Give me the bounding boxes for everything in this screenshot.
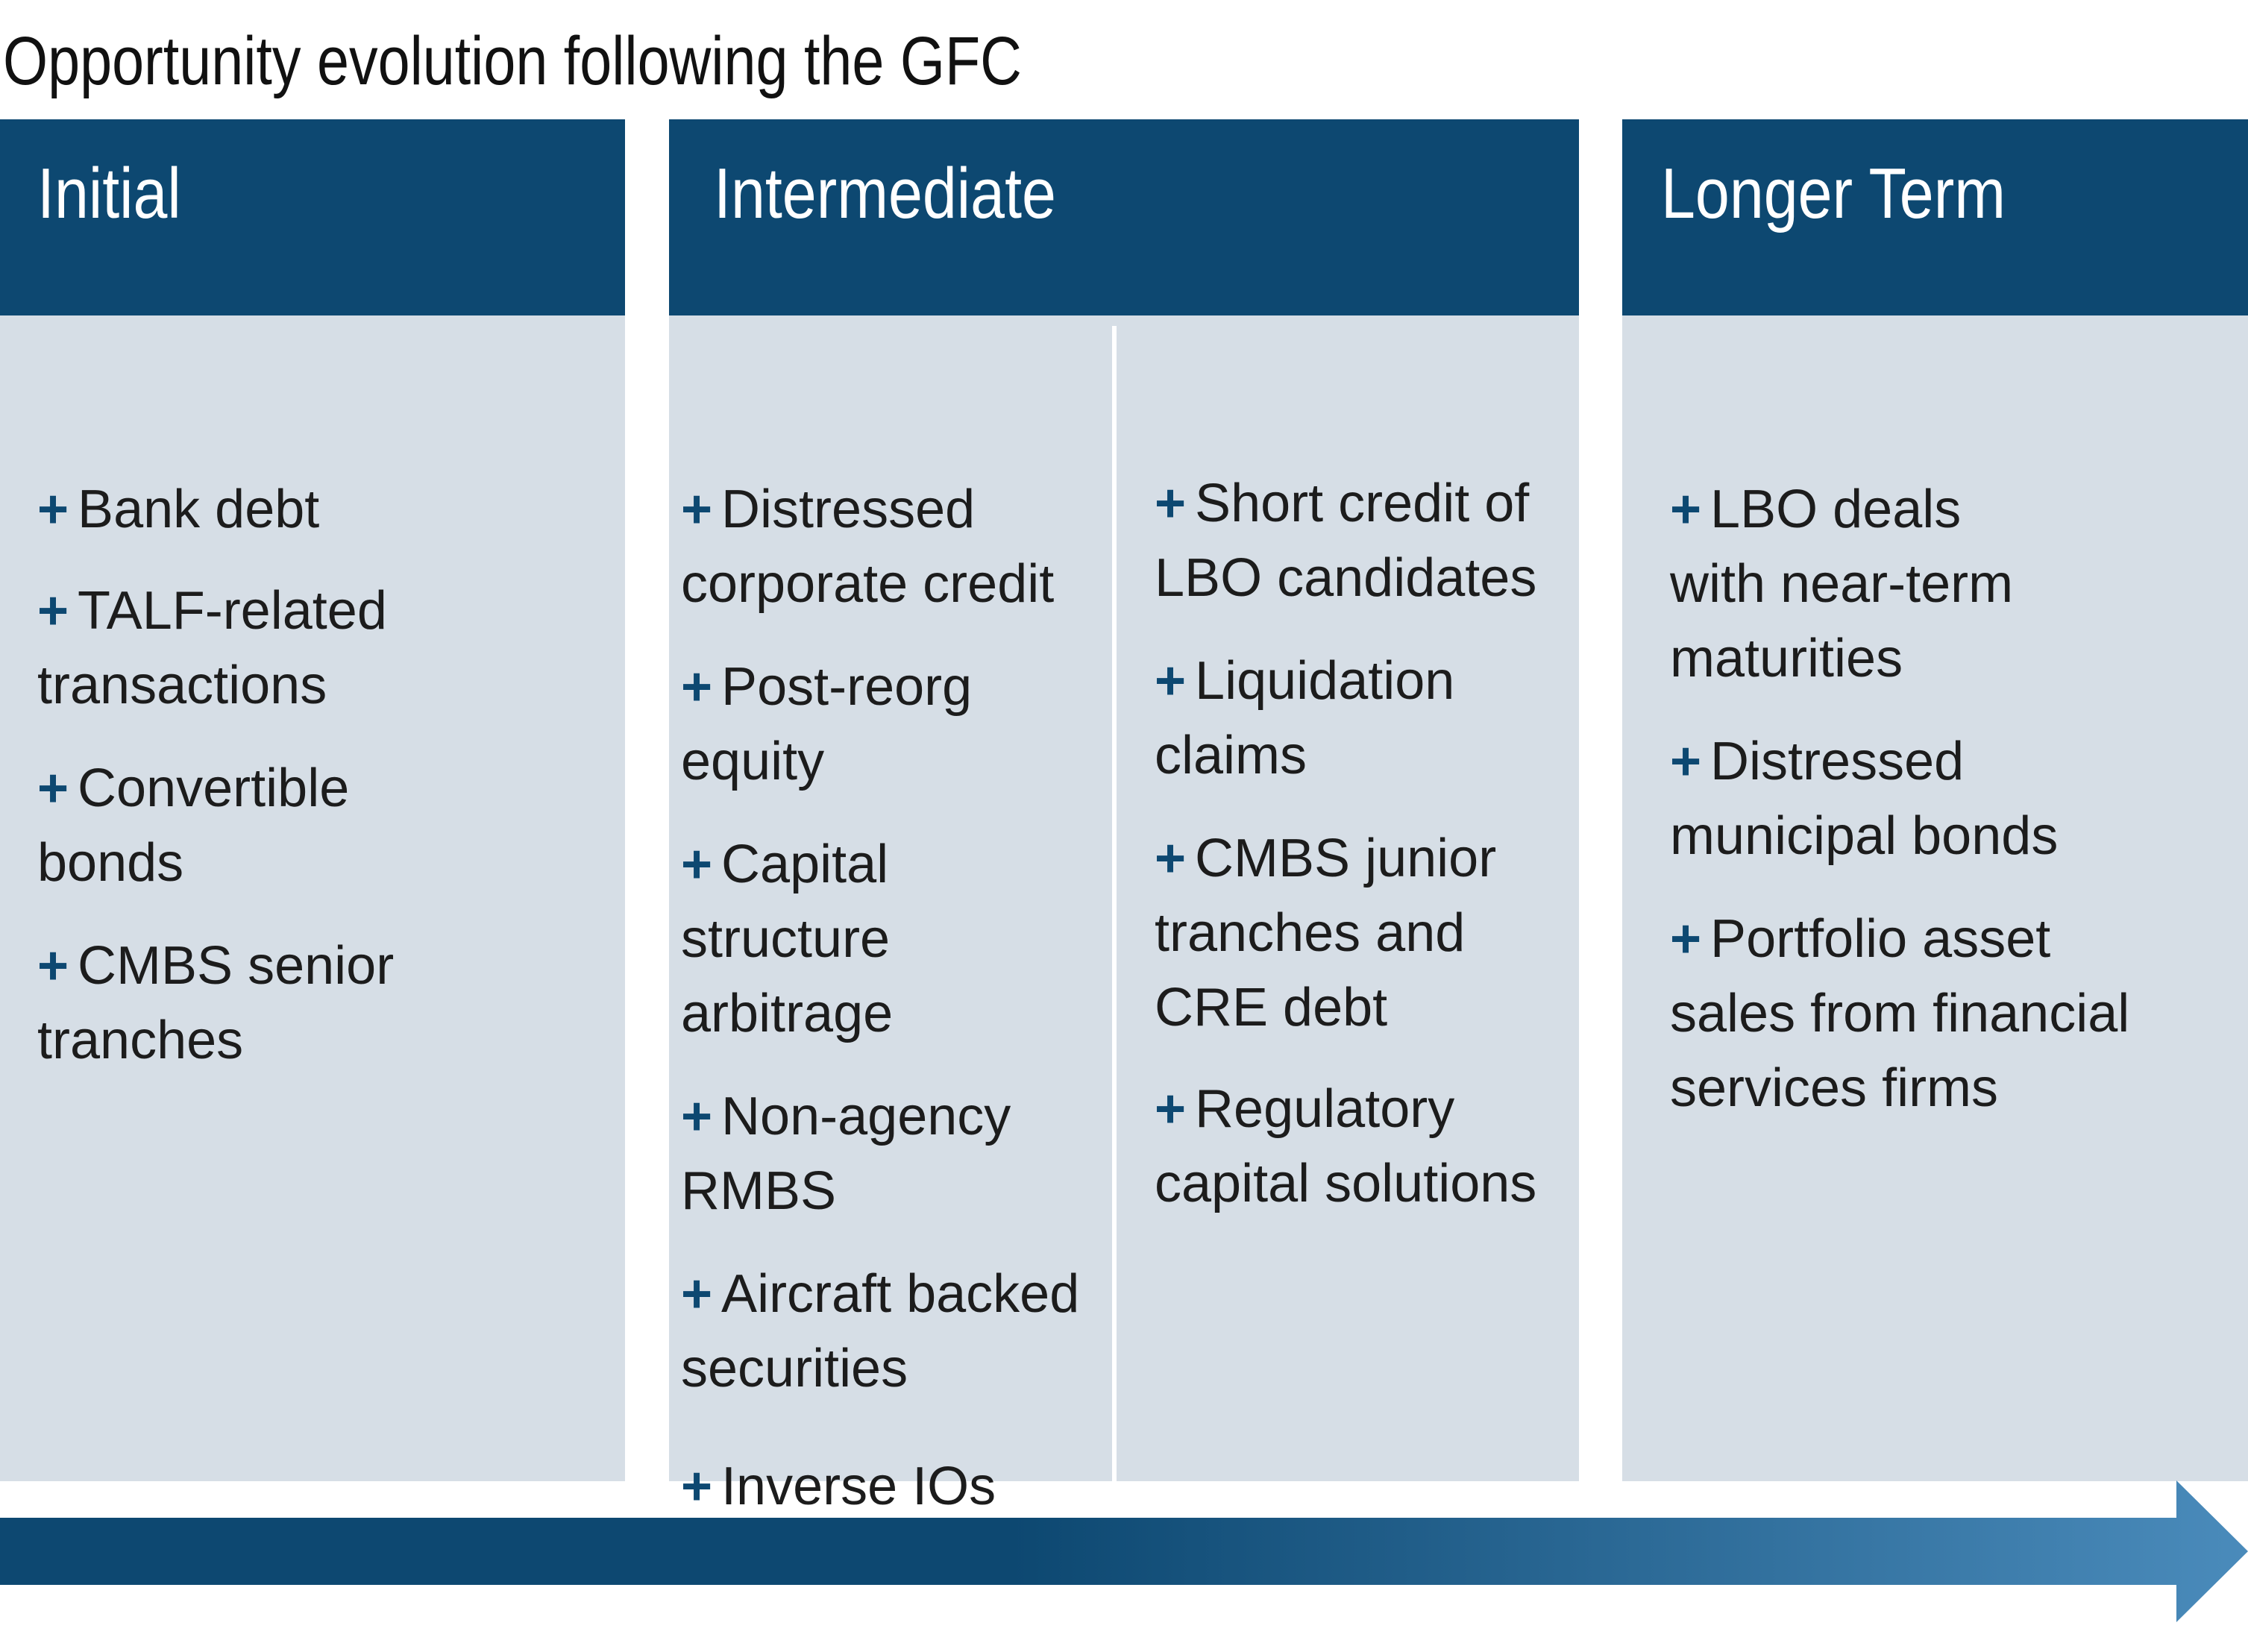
plus-icon: + [1155,1079,1187,1139]
panel-initial: Initial + Bank debt + TALF-related transact… [0,119,625,1481]
column-longer-term: + LBO deals with near-term maturities + Dist… [1670,315,2244,1481]
list-item: + LBO deals with near-term maturities [1670,480,2014,688]
plus-icon: + [37,936,69,996]
plus-icon: + [1670,732,1702,791]
plus-icon: + [37,759,69,818]
panel-header-intermediate: Intermediate [669,119,1579,315]
panel-longer-term: Longer Term + LBO deals with near-term matu… [1622,119,2248,1481]
list-item: + Portfolio asset sales from financial serv… [1670,909,2130,1118]
plus-icon: + [681,1264,713,1324]
list-item: + Bank debt [37,480,320,539]
timeline-arrow [0,1480,2248,1622]
plus-icon: + [681,480,713,539]
list-item: + Aircraft backed securities [681,1264,1080,1398]
list-item: + Short credit of LBO candidates [1155,474,1537,608]
plus-icon: + [37,581,69,641]
column-initial: + Bank debt + TALF-related transactions + Co… [37,315,612,1481]
plus-icon: + [681,835,713,894]
list-item: + Capital structure arbitrage [681,835,894,1043]
plus-icon: + [681,657,713,717]
panel-intermediate: Intermediate + Distressed corporate credit… [669,119,1579,1516]
plus-icon: + [37,480,69,539]
column-intermediate-right: + Short credit of LBO candidates + Liquidat… [1155,315,1572,1481]
list-item: + Post-reorg equity [681,657,973,791]
list-item: + Regulatory capital solutions [1155,1079,1537,1213]
list-item: + CMBS junior tranches and CRE debt [1155,829,1497,1037]
plus-icon: + [681,1457,713,1516]
plus-icon: + [1670,480,1702,539]
list-item: + Liquidation claims [1155,651,1455,785]
plus-icon: + [681,1087,713,1146]
diagram-title: Opportunity evolution following the GFC [3,23,1022,99]
arrow-shape [0,1480,2248,1622]
panel-title-initial: Initial [37,154,181,233]
list-item: + Non-agency RMBS [681,1087,1011,1221]
plus-icon: + [1155,829,1187,888]
column-intermediate-left: + Distressed corporate credit + Post-reorg e… [681,315,1114,1516]
plus-icon: + [1155,474,1187,533]
list-item: + Inverse IOs [681,1457,996,1516]
column-divider [1112,326,1117,1481]
list-item: + Convertible bonds [37,759,350,893]
list-item: + TALF-related transactions [37,581,387,715]
panel-header-longer-term: Longer Term [1622,119,2248,315]
plus-icon: + [1155,651,1187,711]
plus-icon: + [1670,909,1702,969]
panel-title-intermediate: Intermediate [714,154,1056,233]
list-item: + Distressed municipal bonds [1670,732,2059,866]
list-item: + Distressed corporate credit [681,480,1055,614]
panel-title-longer-term: Longer Term [1661,154,2006,233]
panel-header-initial: Initial [0,119,625,315]
list-item: + CMBS senior tranches [37,936,395,1070]
